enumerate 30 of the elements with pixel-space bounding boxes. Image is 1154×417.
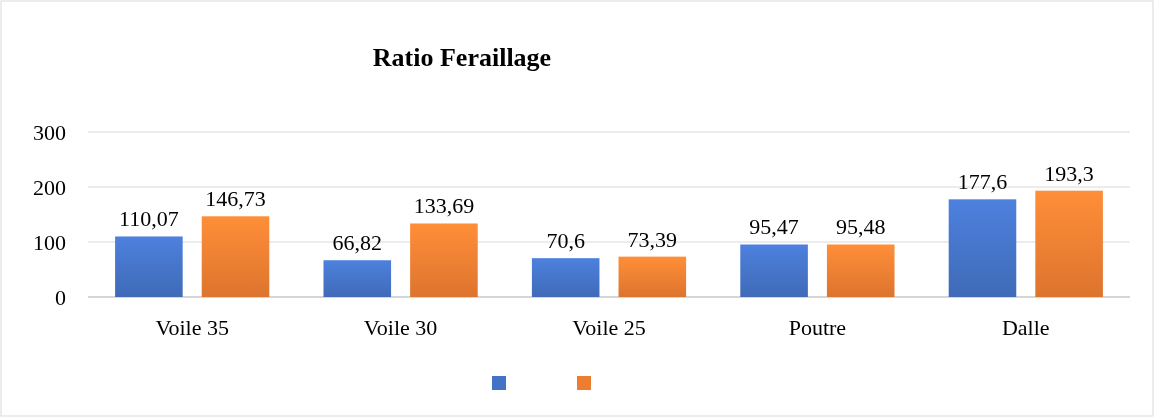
y-tick-label: 0	[55, 284, 66, 310]
bar	[618, 256, 687, 297]
data-label: 146,73	[205, 186, 266, 212]
bar	[826, 244, 895, 297]
data-label: 133,69	[413, 193, 475, 219]
bar	[1035, 190, 1103, 297]
x-tick-label: Dalle	[1001, 315, 1050, 340]
bar	[410, 223, 478, 297]
x-tick-label: Voile 30	[363, 315, 438, 340]
data-label: 95,48	[835, 214, 886, 240]
x-tick-label: Voile 35	[155, 315, 229, 340]
bar	[115, 236, 183, 297]
data-label: 110,07	[119, 206, 179, 232]
data-label: 73,39	[627, 226, 678, 252]
data-label: 66,82	[332, 230, 383, 256]
data-label: 70,6	[546, 228, 585, 254]
x-tick-label: Poutre	[788, 315, 847, 340]
bar	[948, 199, 1017, 297]
bar	[740, 244, 808, 297]
bar	[201, 216, 270, 297]
chart-title: Ratio Feraillage	[372, 43, 552, 72]
data-label: 95,47	[749, 214, 799, 240]
data-label: 193,3	[1044, 160, 1094, 186]
bar	[323, 260, 392, 297]
bar	[531, 258, 600, 297]
y-tick-label: 200	[33, 174, 66, 200]
x-tick-label: Voile 25	[572, 315, 646, 340]
y-tick-label: 300	[33, 119, 66, 145]
y-tick-label: 100	[33, 229, 66, 255]
data-label: 177,6	[957, 169, 1008, 195]
